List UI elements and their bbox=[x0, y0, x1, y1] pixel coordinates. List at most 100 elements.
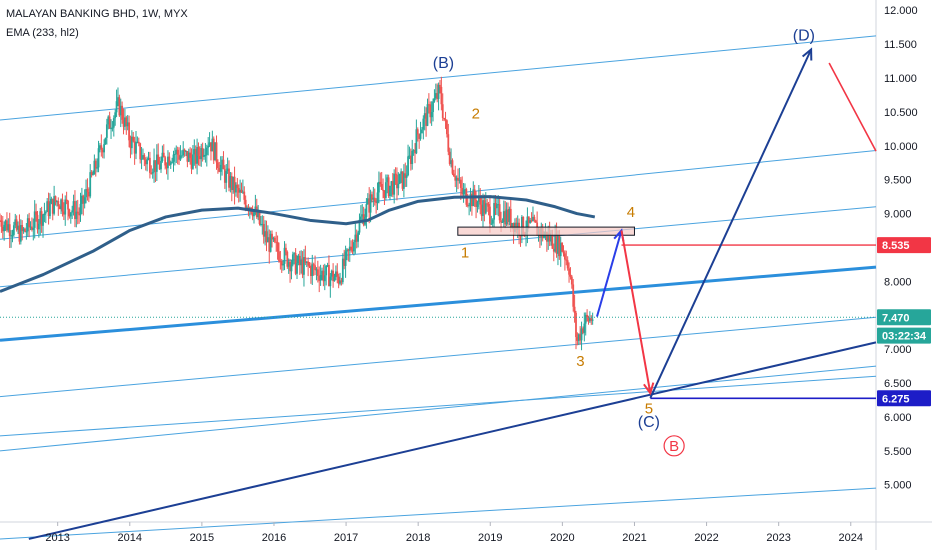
candle-body bbox=[520, 216, 523, 237]
candle-body bbox=[375, 201, 378, 204]
candle-body bbox=[530, 220, 533, 222]
candle-body bbox=[293, 253, 296, 255]
candle-body bbox=[125, 117, 128, 127]
candle-body bbox=[86, 189, 89, 192]
candle-body bbox=[552, 248, 555, 252]
candle-body bbox=[391, 181, 394, 195]
candle-body bbox=[566, 260, 569, 269]
candle-body bbox=[114, 112, 117, 119]
candle-body bbox=[577, 334, 580, 341]
candle-body bbox=[554, 234, 557, 252]
candle-body bbox=[237, 187, 240, 193]
candle-body bbox=[54, 196, 57, 203]
candle-body bbox=[246, 207, 248, 209]
candle-body bbox=[532, 216, 534, 222]
candle-body bbox=[89, 172, 92, 197]
candle-body bbox=[326, 264, 329, 266]
candle-body bbox=[33, 211, 36, 228]
candle-body bbox=[7, 224, 10, 231]
candle-body bbox=[430, 111, 433, 118]
channel-line-low-1 bbox=[0, 316, 877, 398]
candle-body bbox=[76, 211, 79, 214]
candle-body bbox=[494, 203, 497, 209]
candle-body bbox=[208, 142, 211, 146]
candle-body bbox=[43, 213, 46, 216]
price-axis[interactable]: 5.0005.5006.0006.5007.0007.5008.0008.500… bbox=[877, 5, 931, 492]
y-tick-label: 11.000 bbox=[884, 73, 917, 85]
candle-body bbox=[348, 246, 351, 251]
candle-body bbox=[447, 134, 450, 152]
candle-body bbox=[588, 318, 591, 322]
time-axis[interactable]: 2013 2014 2015 2016 2017 2018 2019 2020 2021 2022… bbox=[45, 522, 863, 544]
wave-label: 1 bbox=[461, 245, 469, 262]
candle-body bbox=[147, 157, 150, 160]
candle-body bbox=[526, 216, 529, 232]
candle-body bbox=[167, 156, 169, 169]
candle-body bbox=[461, 187, 464, 195]
candle-body bbox=[51, 198, 54, 214]
candle-body bbox=[260, 223, 262, 225]
candle-body bbox=[6, 220, 8, 231]
candle-body bbox=[280, 261, 283, 266]
candle-body bbox=[393, 173, 396, 195]
candle-body bbox=[28, 218, 31, 227]
candle-body bbox=[119, 105, 122, 116]
projection-line-after-d bbox=[828, 62, 877, 152]
candle-body bbox=[90, 172, 93, 176]
candle-body bbox=[373, 197, 376, 202]
candle-body bbox=[462, 189, 465, 195]
candle-body bbox=[446, 120, 448, 135]
candle-body bbox=[233, 176, 236, 193]
candle-body bbox=[404, 173, 407, 178]
candle-body bbox=[121, 105, 124, 120]
candle-body bbox=[473, 189, 476, 200]
candle-body bbox=[128, 122, 130, 141]
price-tag-7470: 7.470 bbox=[877, 309, 931, 326]
candle-body bbox=[379, 181, 382, 185]
x-tick-label: 2017 bbox=[334, 532, 358, 544]
candle-body bbox=[459, 179, 462, 188]
candle-body bbox=[31, 226, 33, 230]
candle-body bbox=[225, 171, 228, 183]
candle-body bbox=[332, 270, 335, 282]
candle-body bbox=[414, 150, 416, 154]
y-tick-label: 6.500 bbox=[884, 378, 912, 390]
candle-body bbox=[207, 145, 210, 148]
wave-label-circle bbox=[663, 435, 685, 457]
price-tag-8535: 8.535 bbox=[877, 237, 931, 254]
candle-body bbox=[576, 337, 579, 341]
candle-body bbox=[429, 104, 432, 118]
candle-body bbox=[115, 101, 118, 113]
candle-body bbox=[344, 251, 347, 266]
candle-body bbox=[376, 192, 379, 204]
candle-body bbox=[468, 205, 471, 207]
candle-body bbox=[533, 216, 536, 221]
candle-body bbox=[476, 201, 479, 207]
candle-body bbox=[185, 151, 187, 153]
indicator-label[interactable]: EMA (233, hl2) bbox=[6, 27, 79, 39]
candle-body bbox=[279, 260, 282, 262]
candle-body bbox=[321, 270, 323, 275]
candle-body bbox=[186, 151, 189, 162]
candle-body bbox=[253, 210, 255, 217]
channel-line-mid bbox=[0, 206, 877, 288]
candle-body bbox=[425, 113, 427, 126]
candle-body bbox=[179, 155, 182, 160]
candle-body bbox=[222, 159, 225, 170]
candle-body bbox=[341, 258, 344, 283]
candle-body bbox=[451, 160, 454, 174]
candle-body bbox=[72, 201, 75, 211]
wave-label: (C) bbox=[638, 414, 660, 431]
candle-body bbox=[178, 154, 180, 160]
candle-body bbox=[214, 142, 217, 161]
candle-body bbox=[230, 176, 233, 190]
candle-body bbox=[569, 274, 572, 277]
candle-body bbox=[137, 141, 140, 144]
candle-body bbox=[261, 223, 264, 225]
y-tick-label: 10.000 bbox=[884, 141, 918, 153]
candle-body bbox=[129, 140, 132, 149]
chart-title: MALAYAN BANKING BHD, 1W, MYX bbox=[6, 8, 188, 20]
wave-label: (D) bbox=[793, 28, 815, 45]
candle-body bbox=[304, 257, 307, 263]
